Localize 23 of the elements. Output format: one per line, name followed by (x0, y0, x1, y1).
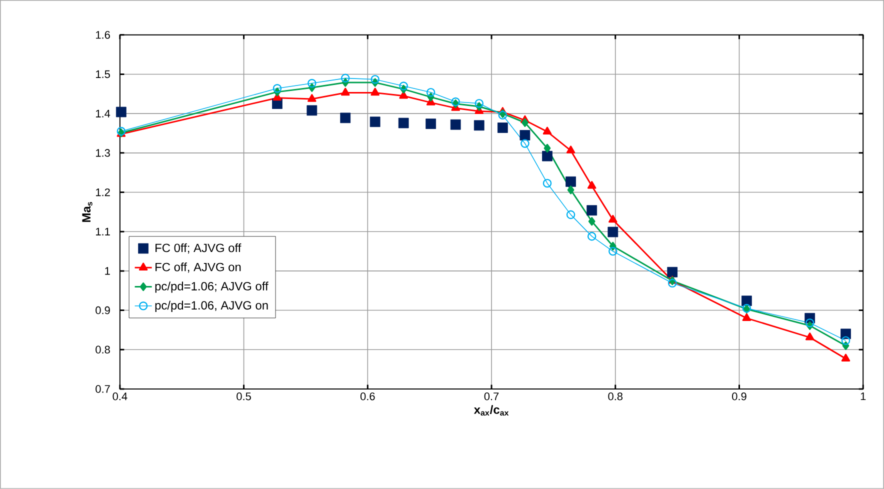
legend-label: FC off, AJVG on (156, 262, 241, 273)
x-tick-label: 0.9 (732, 392, 746, 400)
y-tick-label: 1.6 (96, 31, 110, 39)
x-axis-title: x$_{ax}$/c$_{ax}$ (474, 405, 509, 416)
y-tick-label: 1.3 (96, 149, 110, 157)
x-tick-label: 1 (860, 392, 866, 400)
legend-label: pc/pd=1.06; AJVG off (155, 282, 268, 293)
legend-label: FC 0ff; AJVG off (156, 243, 242, 254)
x-tick-label: 0.6 (360, 392, 375, 400)
y-tick-label: 1.4 (96, 110, 110, 118)
y-tick-label: 1.1 (96, 228, 110, 236)
y-tick-label: 0.7 (96, 385, 110, 393)
y-axis-title: Ma$_{s}$ (82, 202, 92, 222)
x-tick-label: 0.7 (484, 392, 499, 400)
x-tick-label: 0.5 (236, 392, 251, 400)
y-tick-label: 1.2 (96, 188, 110, 196)
x-tick-label: 0.8 (608, 392, 623, 400)
y-tick-label: 1.5 (96, 70, 110, 78)
y-tick-label: 1 (105, 267, 110, 275)
y-tick-label: 0.9 (96, 306, 110, 314)
y-tick-label: 0.8 (96, 346, 110, 354)
x-tick-label: 0.4 (112, 392, 128, 400)
legend-label: pc/pd=1.06, AJVG on (155, 300, 268, 312)
